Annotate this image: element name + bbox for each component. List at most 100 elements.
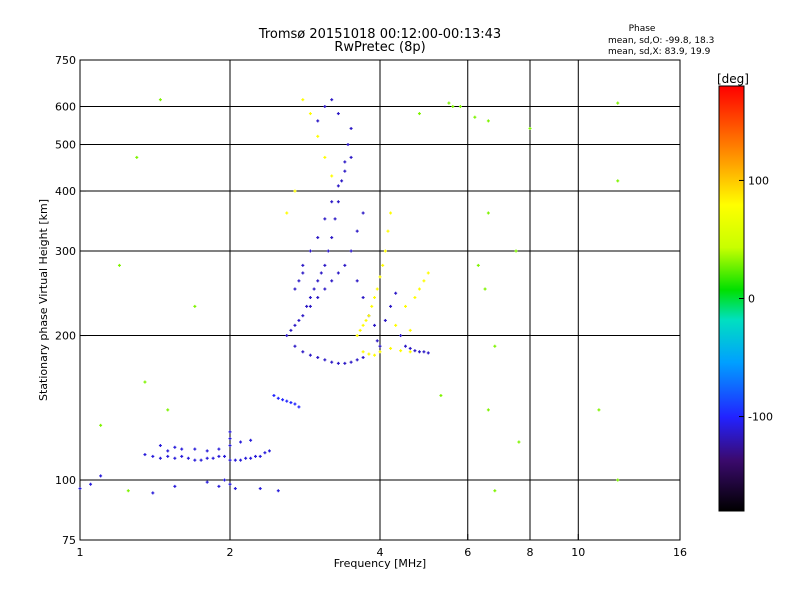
data-point: [451, 105, 455, 109]
data-point: [323, 105, 327, 109]
x-tick-label: 2: [227, 546, 234, 559]
data-point: [166, 449, 170, 453]
data-point: [289, 401, 293, 405]
data-point: [228, 482, 232, 486]
x-axis-label: Frequency [MHz]: [334, 557, 426, 570]
colorbar-tick-label: 0: [748, 293, 755, 306]
data-point: [486, 211, 490, 215]
data-point: [378, 275, 382, 279]
data-point: [370, 304, 374, 308]
data-point: [272, 394, 276, 398]
data-point: [217, 447, 221, 451]
data-point: [151, 491, 155, 495]
data-point: [413, 296, 417, 300]
data-point: [403, 304, 407, 308]
data-point: [267, 449, 271, 453]
data-point: [389, 304, 393, 308]
data-point: [249, 456, 253, 460]
data-point: [373, 353, 377, 357]
data-point: [99, 474, 103, 478]
chart-subtitle: RwPretec (8p): [334, 40, 425, 55]
x-tick-label: 16: [673, 546, 687, 559]
data-point: [355, 229, 359, 233]
data-point: [308, 249, 312, 253]
y-tick-label: 75: [62, 534, 76, 547]
data-point: [308, 353, 312, 357]
data-point: [297, 405, 301, 409]
data-point: [158, 444, 162, 448]
data-point: [476, 263, 480, 267]
data-point: [228, 437, 232, 441]
y-tick-label: 400: [55, 185, 76, 198]
data-point: [239, 458, 243, 462]
data-point: [458, 105, 462, 109]
data-point: [211, 456, 215, 460]
data-point: [378, 344, 382, 348]
data-point: [293, 402, 297, 406]
data-point: [199, 458, 203, 462]
data-point: [308, 296, 312, 300]
data-point: [319, 271, 323, 275]
data-point: [483, 287, 487, 291]
data-point: [378, 350, 382, 354]
data-point: [486, 408, 490, 412]
data-point: [383, 318, 387, 322]
data-point: [346, 143, 350, 147]
x-tick-label: 4: [377, 546, 384, 559]
data-point: [413, 349, 417, 353]
y-tick-label: 500: [55, 139, 76, 152]
data-point: [223, 478, 227, 482]
data-point: [349, 249, 353, 253]
data-point: [249, 438, 253, 442]
data-point: [316, 296, 320, 300]
data-point: [326, 249, 330, 253]
data-point: [330, 200, 334, 204]
data-point: [323, 287, 327, 291]
data-point: [205, 480, 209, 484]
data-point: [349, 360, 353, 364]
data-point: [276, 396, 280, 400]
data-point: [373, 296, 377, 300]
data-point: [417, 287, 421, 291]
x-tick-label: 6: [464, 546, 471, 559]
data-point: [323, 358, 327, 362]
data-point: [343, 361, 347, 365]
data-point: [343, 169, 347, 173]
data-point: [597, 408, 601, 412]
data-point: [473, 115, 477, 119]
data-point: [301, 263, 305, 267]
data-point: [297, 279, 301, 283]
data-point: [422, 279, 426, 283]
data-point: [386, 229, 390, 233]
data-point: [166, 454, 170, 458]
data-point: [517, 440, 521, 444]
data-point: [117, 263, 121, 267]
data-point: [301, 314, 305, 318]
colorbar-tick-label: -100: [748, 411, 773, 424]
data-point: [361, 350, 365, 354]
data-point: [375, 287, 379, 291]
data-point: [323, 263, 327, 267]
y-tick-label: 600: [55, 101, 76, 114]
data-point: [180, 454, 184, 458]
data-point: [336, 200, 340, 204]
y-axis-label: Stationary phase Virtual Height [km]: [37, 199, 50, 401]
data-point: [403, 344, 407, 348]
data-point: [616, 101, 620, 105]
stats-line-x: mean, sd,X: 83.9, 19.9: [608, 47, 711, 57]
data-point: [89, 482, 93, 486]
colorbar-ticks: 100 0 -100: [739, 174, 773, 424]
data-point: [253, 454, 257, 458]
data-point: [417, 350, 421, 354]
data-point: [333, 217, 337, 221]
data-point: [166, 408, 170, 412]
data-point: [355, 334, 359, 338]
data-point: [228, 444, 232, 448]
data-point: [285, 399, 289, 403]
data-point: [217, 454, 221, 458]
data-point: [381, 263, 385, 267]
data-point: [301, 98, 305, 102]
data-point: [293, 287, 297, 291]
data-point: [173, 445, 177, 449]
